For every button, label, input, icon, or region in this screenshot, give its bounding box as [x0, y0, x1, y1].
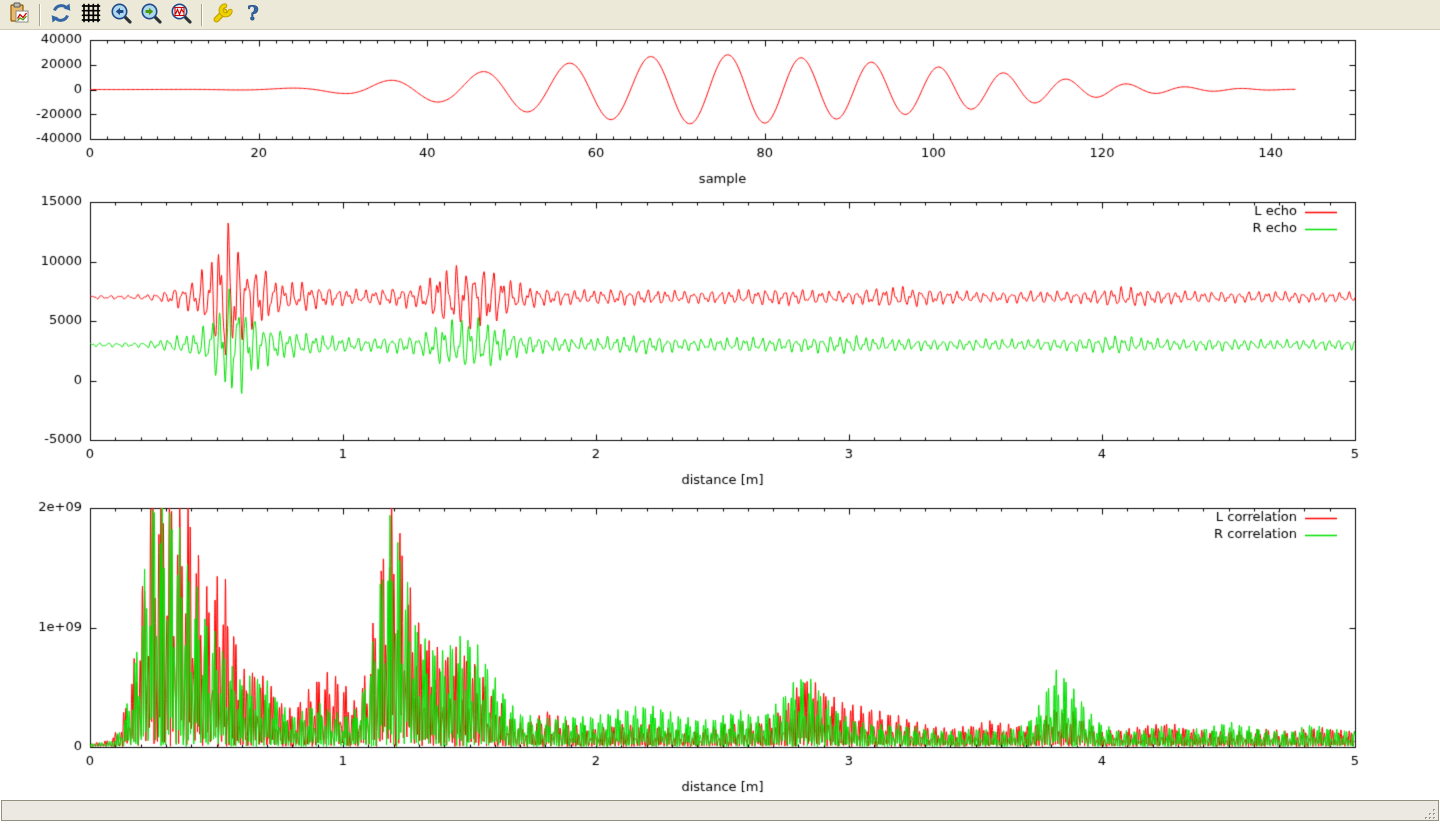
- resize-grip-icon[interactable]: [1424, 806, 1437, 819]
- toolbar-separator: [39, 3, 41, 26]
- svg-text:?: ?: [247, 1, 259, 25]
- autoscale-button[interactable]: [167, 2, 195, 28]
- replot-button[interactable]: [47, 2, 75, 28]
- toolbar-separator: [201, 3, 203, 26]
- magnifier-left-arrow-icon: [109, 1, 133, 28]
- toolbar: ?: [0, 0, 1440, 30]
- toggle-grid-button[interactable]: [77, 2, 105, 28]
- refresh-icon: [49, 1, 73, 28]
- wrench-icon: [211, 1, 235, 28]
- clipboard-chart-icon: [7, 1, 31, 28]
- plot-area: [0, 30, 1440, 798]
- question-mark-icon: ?: [241, 1, 265, 28]
- magnifier-right-arrow-icon: [139, 1, 163, 28]
- zoom-next-button[interactable]: [137, 2, 165, 28]
- copy-to-clipboard-button[interactable]: [5, 2, 33, 28]
- help-button[interactable]: ?: [239, 1, 267, 28]
- zoom-previous-button[interactable]: [107, 2, 135, 28]
- status-bar: [1, 800, 1439, 821]
- magnifier-plot-icon: [169, 1, 193, 28]
- configure-button[interactable]: [209, 2, 237, 28]
- plots-canvas[interactable]: [0, 30, 1440, 798]
- grid-icon: [79, 1, 103, 28]
